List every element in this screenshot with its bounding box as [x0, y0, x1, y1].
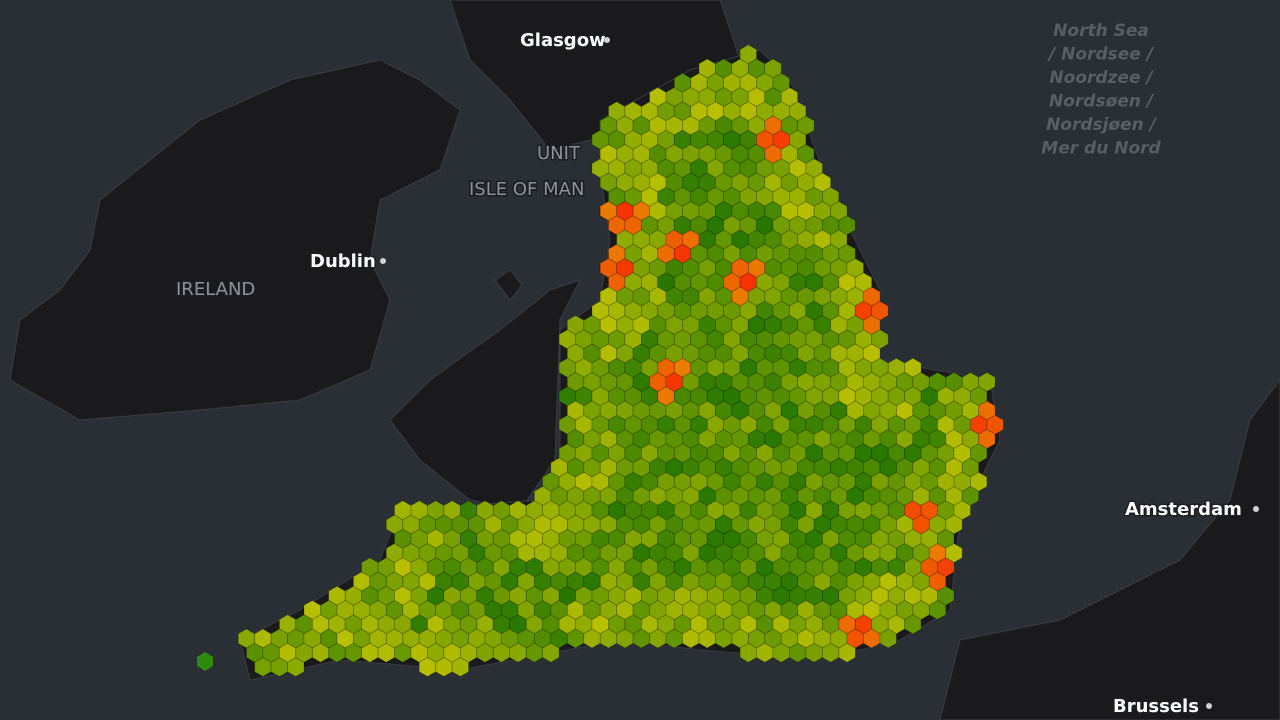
- city-dot: [1253, 506, 1259, 512]
- region-label: IRELAND: [176, 279, 255, 300]
- sea-label: Noordzee /: [1049, 68, 1154, 88]
- city-label: Brussels: [1113, 696, 1199, 717]
- region-label: UNIT: [537, 143, 581, 164]
- sea-label: Nordsjøen /: [1046, 115, 1158, 135]
- city-label: Glasgow: [520, 30, 606, 51]
- sea-label: / Nordsee /: [1047, 45, 1155, 65]
- hexbin: [197, 652, 213, 671]
- hexbin: [451, 657, 470, 677]
- ireland: [9, 59, 461, 421]
- isle-of-man: [494, 269, 523, 301]
- labels: Glasgow Dublin Amsterdam Brussels UNIT ISLE O…: [175, 21, 1259, 719]
- sea-label: Nordsøen /: [1049, 92, 1155, 112]
- hexbin: [542, 642, 560, 663]
- hexbin: [287, 657, 305, 677]
- city-dot: [380, 258, 386, 264]
- city-label: Dublin: [310, 251, 376, 272]
- wales: [389, 279, 581, 511]
- sea-label: North Sea: [1053, 21, 1149, 41]
- city-dot: [604, 37, 610, 43]
- city-label: Amsterdam: [1125, 499, 1242, 520]
- hexbin-layer: [197, 44, 1004, 677]
- hexbin: [838, 642, 856, 663]
- city-dot: [1206, 703, 1212, 709]
- region-label: ISLE OF MAN: [469, 179, 584, 200]
- sea-label: Mer du Nord: [1041, 139, 1161, 159]
- hexbin: [904, 614, 922, 635]
- hexbin: [928, 600, 947, 620]
- continent: [939, 379, 1280, 720]
- hexbin: [879, 628, 897, 649]
